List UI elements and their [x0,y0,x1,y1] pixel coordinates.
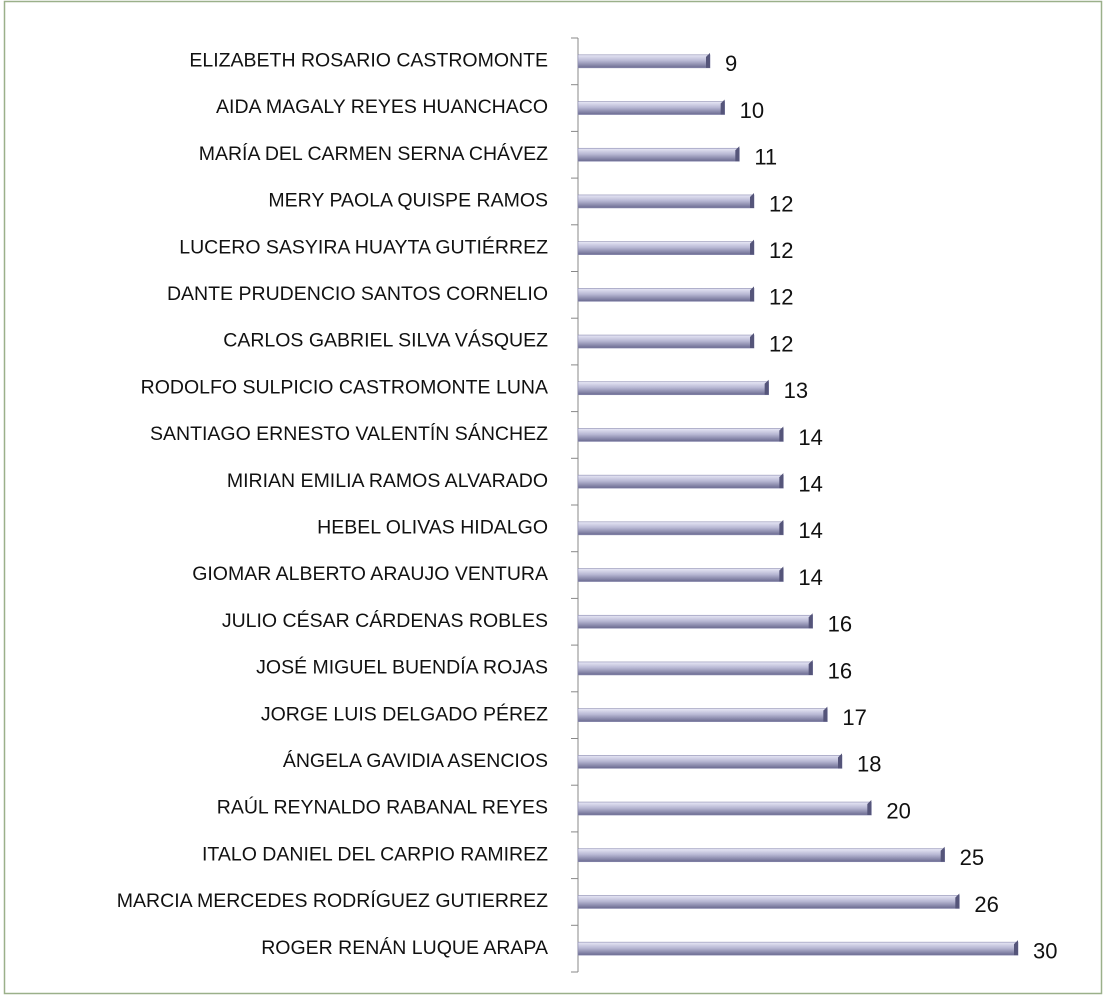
value-label: 12 [769,285,793,310]
category-label: ITALO DANIEL DEL CARPIO RAMIREZ [202,843,548,865]
value-label: 18 [857,752,881,777]
category-label: AIDA MAGALY REYES HUANCHACO [216,96,548,118]
category-label: JULIO CÉSAR CÁRDENAS ROBLES [222,609,548,632]
value-label: 16 [828,612,852,637]
bar [577,659,813,676]
category-label: JOSÉ MIGUEL BUENDÍA ROJAS [256,656,548,679]
bar [577,146,740,162]
category-label: SANTIAGO ERNESTO VALENTÍN SÁNCHEZ [150,422,548,445]
value-label: 30 [1033,938,1057,963]
bar [577,846,945,863]
bar [577,426,784,442]
bar [577,286,755,302]
value-label: 16 [828,658,852,683]
value-label: 25 [960,845,984,870]
chart-border [3,0,1103,995]
value-label: 17 [842,705,866,730]
bar [577,333,755,349]
value-label: 9 [725,51,737,76]
category-label: CARLOS GABRIEL SILVA VÁSQUEZ [223,329,548,352]
value-label: 13 [784,378,808,403]
value-label: 14 [798,518,822,543]
value-label: 20 [886,798,910,823]
value-label: 12 [769,191,793,216]
category-label: HEBEL OLIVAS HIDALGO [317,517,548,539]
bar [577,473,784,489]
value-label: 12 [769,331,793,356]
bar [577,706,828,722]
category-label: MARCIA MERCEDES RODRÍGUEZ GUTIERREZ [117,889,548,912]
value-label: 26 [974,892,998,917]
category-label: GIOMAR ALBERTO ARAUJO VENTURA [192,563,548,585]
bar [577,566,784,582]
bar [577,52,711,69]
bar [577,613,813,629]
bar [577,893,960,909]
bar [577,99,725,115]
category-label: ÁNGELA GAVIDIA ASENCIOS [283,749,548,772]
category-label: JORGE LUIS DELGADO PÉREZ [261,702,548,725]
bar [577,379,769,396]
category-label: ROGER RENÁN LUQUE ARAPA [261,936,548,959]
category-label: ELIZABETH ROSARIO CASTROMONTE [189,50,548,72]
value-label: 14 [798,425,822,450]
bar [577,519,784,536]
category-label: DANTE PRUDENCIO SANTOS CORNELIO [167,283,548,305]
value-label: 14 [798,471,822,496]
bar [577,239,755,255]
bar [577,192,755,209]
value-label: 11 [754,145,777,170]
bar [577,753,843,769]
category-label: MIRIAN EMILIA RAMOS ALVARADO [227,470,548,492]
bar [577,940,1019,956]
category-label: LUCERO SASYIRA HUAYTA GUTIÉRREZ [179,235,548,258]
category-label: RODOLFO SULPICIO CASTROMONTE LUNA [141,376,548,398]
bar [577,800,872,816]
category-label: MARÍA DEL CARMEN SERNA CHÁVEZ [199,142,548,165]
category-label: MERY PAOLA QUISPE RAMOS [268,190,548,212]
value-label: 12 [769,238,793,263]
category-label: RAÚL REYNALDO RABANAL REYES [217,796,548,819]
value-label: 14 [798,565,822,590]
value-label: 10 [740,98,764,123]
